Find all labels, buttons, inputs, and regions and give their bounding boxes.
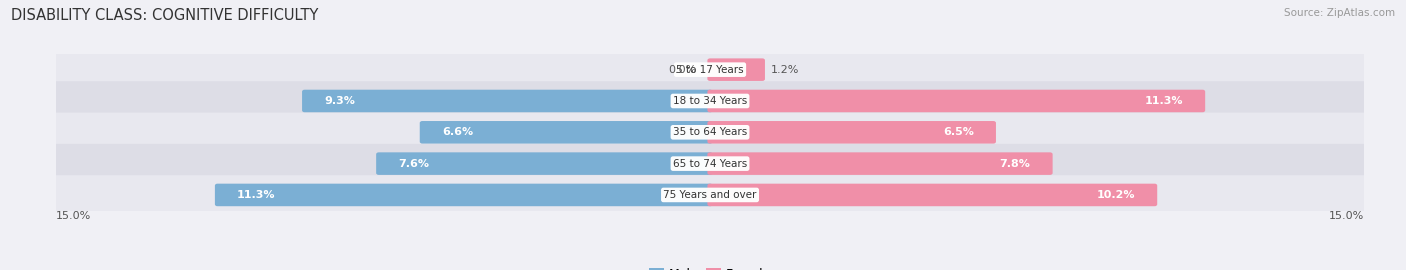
FancyBboxPatch shape — [49, 50, 1371, 89]
FancyBboxPatch shape — [707, 184, 1157, 206]
Text: 75 Years and over: 75 Years and over — [664, 190, 756, 200]
FancyBboxPatch shape — [49, 144, 1371, 183]
FancyBboxPatch shape — [49, 113, 1371, 152]
Text: 1.2%: 1.2% — [770, 65, 800, 75]
Text: 7.6%: 7.6% — [398, 158, 429, 169]
FancyBboxPatch shape — [707, 90, 1205, 112]
Text: 15.0%: 15.0% — [1329, 211, 1364, 221]
Text: 11.3%: 11.3% — [238, 190, 276, 200]
FancyBboxPatch shape — [49, 81, 1371, 121]
Text: DISABILITY CLASS: COGNITIVE DIFFICULTY: DISABILITY CLASS: COGNITIVE DIFFICULTY — [11, 8, 319, 23]
FancyBboxPatch shape — [215, 184, 713, 206]
Legend: Male, Female: Male, Female — [644, 263, 776, 270]
Text: 5 to 17 Years: 5 to 17 Years — [676, 65, 744, 75]
FancyBboxPatch shape — [707, 58, 765, 81]
Text: 65 to 74 Years: 65 to 74 Years — [673, 158, 747, 169]
Text: 9.3%: 9.3% — [325, 96, 356, 106]
FancyBboxPatch shape — [707, 121, 995, 144]
Text: 6.6%: 6.6% — [441, 127, 472, 137]
Text: Source: ZipAtlas.com: Source: ZipAtlas.com — [1284, 8, 1395, 18]
FancyBboxPatch shape — [302, 90, 713, 112]
Text: 18 to 34 Years: 18 to 34 Years — [673, 96, 747, 106]
FancyBboxPatch shape — [707, 152, 1053, 175]
Text: 10.2%: 10.2% — [1097, 190, 1135, 200]
Text: 15.0%: 15.0% — [56, 211, 91, 221]
Text: 7.8%: 7.8% — [1000, 158, 1031, 169]
Text: 35 to 64 Years: 35 to 64 Years — [673, 127, 747, 137]
Text: 11.3%: 11.3% — [1144, 96, 1182, 106]
FancyBboxPatch shape — [377, 152, 713, 175]
Text: 0.0%: 0.0% — [669, 65, 697, 75]
FancyBboxPatch shape — [49, 175, 1371, 215]
FancyBboxPatch shape — [420, 121, 713, 144]
Text: 6.5%: 6.5% — [943, 127, 974, 137]
